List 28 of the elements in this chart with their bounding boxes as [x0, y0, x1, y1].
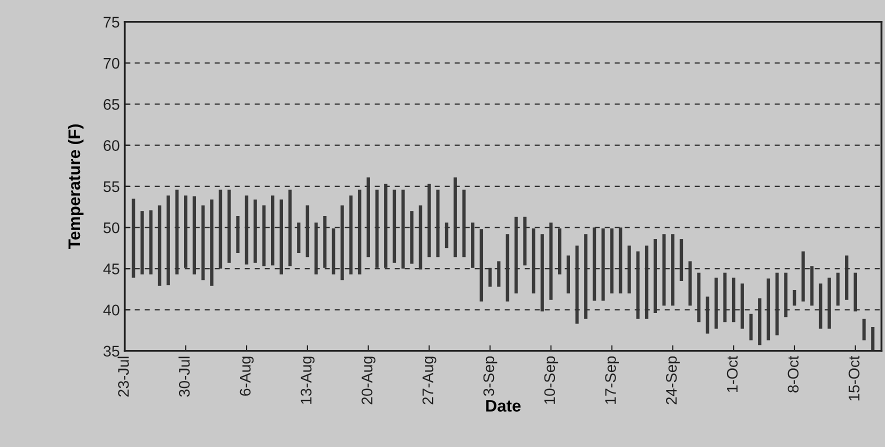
bar — [792, 290, 796, 306]
x-tick-label: 27-Aug — [422, 356, 436, 404]
bar — [836, 272, 840, 306]
x-tick-label: 8-Oct — [788, 356, 799, 392]
x-tick-label: 10-Sep — [544, 356, 558, 404]
bar — [749, 314, 753, 340]
x-tick-label: 23-Jul — [118, 356, 129, 397]
y-tick-label: 75 — [104, 16, 120, 28]
x-tick-label: 6-Aug — [240, 356, 254, 396]
x-tick-label: 30-Jul — [178, 356, 190, 397]
y-tick-label: 45 — [103, 264, 120, 274]
y-tick-label: 55 — [104, 181, 120, 192]
x-tick-label: 3-Sep — [483, 356, 498, 396]
y-tick-label: 50 — [104, 222, 120, 234]
x-axis-title: Date — [486, 400, 521, 412]
x-tick-label: 15-Oct — [848, 356, 860, 400]
y-tick-label: 40 — [103, 304, 120, 316]
y-axis-title: Temperature (F) — [68, 124, 84, 250]
x-tick-label: 17-Sep — [605, 356, 619, 404]
x-tick-label: 20-Aug — [362, 356, 376, 404]
x-tick-label: 1-Oct — [726, 356, 738, 392]
y-tick-label: 60 — [104, 140, 120, 151]
x-tick-label: 24-Sep — [666, 356, 680, 404]
bar — [871, 327, 874, 351]
y-tick-label: 35 — [104, 346, 120, 357]
x-tick-label: 13-Aug — [300, 356, 315, 404]
y-tick-label: 65 — [104, 99, 120, 110]
y-tick-label: 70 — [104, 58, 120, 69]
